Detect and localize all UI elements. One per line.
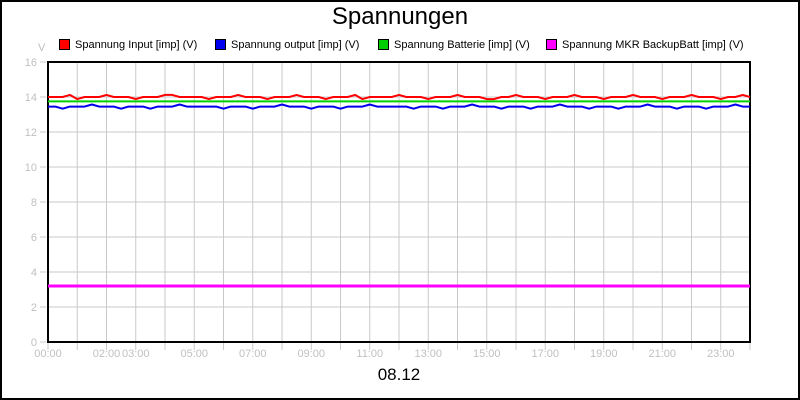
x-tick-label: 21:00 <box>648 348 676 360</box>
legend-item-output: Spannung output [imp] (V) <box>215 38 359 51</box>
legend-item-input: Spannung Input [imp] (V) <box>59 38 197 51</box>
y-tick-label: 8 <box>31 197 37 209</box>
y-tick-label: 10 <box>25 162 37 174</box>
legend-swatch-output-icon <box>215 39 226 50</box>
y-tick-label: 6 <box>31 232 37 244</box>
series-line-1 <box>48 103 750 110</box>
y-tick-label: 16 <box>25 57 37 69</box>
x-tick-label: 00:00 <box>34 348 62 360</box>
y-axis-unit-label: V <box>38 42 46 54</box>
y-tick-label: 4 <box>31 267 37 279</box>
x-tick-label: 03:00 <box>122 348 150 360</box>
x-tick-label: 05:00 <box>180 348 208 360</box>
x-tick-label: 17:00 <box>531 348 559 360</box>
legend-swatch-batterie-icon <box>378 39 389 50</box>
y-tick-label: 2 <box>31 302 37 314</box>
legend-item-batterie: Spannung Batterie [imp] (V) <box>378 38 530 51</box>
legend-item-backupbatt: Spannung MKR BackupBatt [imp] (V) <box>546 38 744 51</box>
y-tick-label: 14 <box>25 92 37 104</box>
legend-label-backupbatt: Spannung MKR BackupBatt [imp] (V) <box>562 38 744 51</box>
x-axis-date-label: 08.12 <box>377 365 421 384</box>
legend-swatch-backupbatt-icon <box>546 39 557 50</box>
x-tick-label: 09:00 <box>297 348 325 360</box>
x-tick-label: 11:00 <box>356 348 383 360</box>
series-line-0 <box>48 93 751 101</box>
legend-label-batterie: Spannung Batterie [imp] (V) <box>394 38 530 51</box>
x-tick-label: 13:00 <box>414 348 442 360</box>
page-title: Spannungen <box>331 3 469 30</box>
legend-label-input: Spannung Input [imp] (V) <box>75 38 198 51</box>
legend-label-output: Spannung output [imp] (V) <box>231 38 360 51</box>
x-tick-label: 23:00 <box>707 348 735 360</box>
y-tick-label: 12 <box>25 127 37 139</box>
legend-swatch-input-icon <box>59 39 70 50</box>
x-tick-label: 02:00 <box>93 348 121 360</box>
plot-frame <box>47 61 751 343</box>
x-tick-label: 15:00 <box>473 348 501 360</box>
y-tick-label: 0 <box>31 337 37 349</box>
x-tick-label: 19:00 <box>590 348 618 360</box>
x-tick-label: 07:00 <box>239 348 267 360</box>
